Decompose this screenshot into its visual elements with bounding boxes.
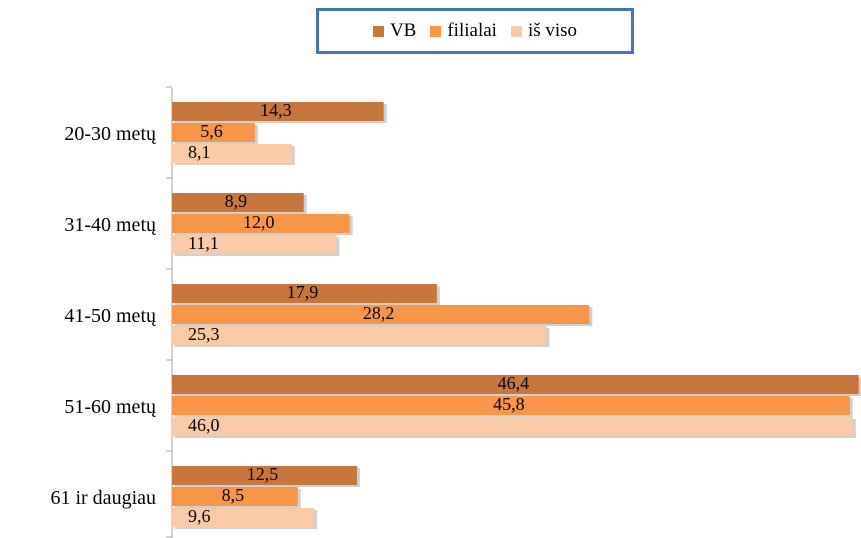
bar	[172, 305, 590, 324]
data-label: 8,1	[188, 142, 211, 162]
legend-label-is-viso: iš viso	[527, 20, 578, 41]
category-label: 41-50 metų	[64, 305, 157, 327]
legend-swatch-vb	[372, 25, 384, 37]
data-label: 12,0	[243, 212, 275, 232]
category-label: 51-60 metų	[64, 396, 157, 418]
data-label: 8,9	[225, 191, 248, 211]
bar	[172, 487, 298, 506]
bar	[172, 326, 547, 345]
category-label: 20-30 metų	[64, 123, 157, 145]
bar	[172, 375, 859, 394]
legend-item-vb: VB	[372, 20, 417, 42]
data-label: 9,6	[188, 506, 211, 526]
category-label: 31-40 metų	[64, 214, 157, 236]
legend-item-is-viso: iš viso	[510, 20, 578, 42]
bar	[172, 123, 255, 142]
legend-swatch-is-viso	[510, 25, 522, 37]
data-label: 8,5	[222, 485, 245, 505]
data-label: 28,2	[363, 303, 395, 323]
legend-swatch-filialai	[430, 25, 442, 37]
bar	[172, 235, 337, 254]
data-label: 46,4	[498, 373, 530, 393]
data-label: 5,6	[200, 121, 223, 141]
category-label: 61 ir daugiau	[50, 487, 156, 509]
bar	[172, 214, 350, 233]
bar	[172, 396, 850, 415]
data-label: 46,0	[188, 415, 220, 435]
bar	[172, 144, 292, 163]
bar	[172, 466, 357, 485]
bar	[172, 508, 315, 527]
data-label: 12,5	[247, 464, 279, 484]
legend-item-filialai: filialai	[430, 20, 497, 42]
data-label: 11,1	[188, 233, 219, 253]
legend-label-filialai: filialai	[447, 20, 497, 41]
data-label: 17,9	[287, 282, 319, 302]
bar	[172, 284, 437, 303]
data-label: 25,3	[188, 324, 220, 344]
bar	[172, 193, 304, 212]
data-label: 45,8	[493, 394, 525, 414]
bar	[172, 102, 384, 121]
bar	[172, 417, 853, 436]
legend-label-vb: VB	[389, 20, 417, 41]
chart-legend: VB filialai iš viso	[316, 8, 634, 54]
data-label: 14,3	[260, 100, 292, 120]
